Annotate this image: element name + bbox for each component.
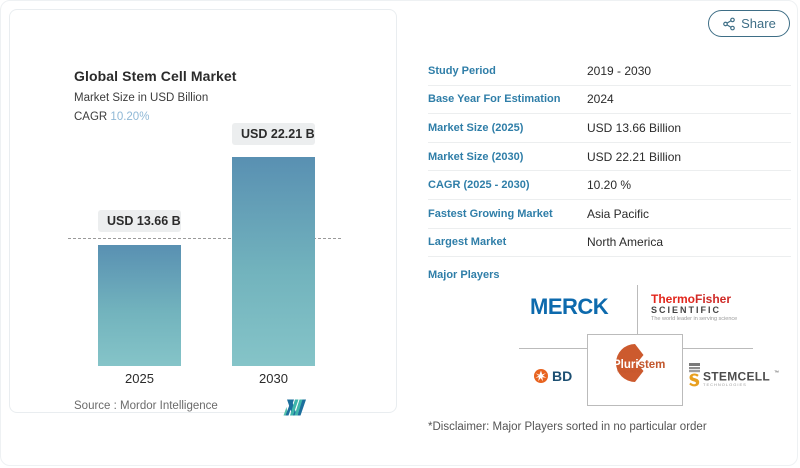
svg-text:The world leader in serving sc: The world leader in serving science [651,316,737,322]
svg-text:ThermoFisher: ThermoFisher [651,292,731,306]
svg-text:Therapeutics Inc.: Therapeutics Inc. [617,370,642,374]
svg-text:MERCK: MERCK [530,294,609,319]
svg-text:™: ™ [774,370,779,376]
svg-text:TECHNOLOGIES: TECHNOLOGIES [703,382,747,387]
svg-text:BD: BD [552,369,572,384]
svg-text:SCIENTIFIC: SCIENTIFIC [651,305,721,315]
